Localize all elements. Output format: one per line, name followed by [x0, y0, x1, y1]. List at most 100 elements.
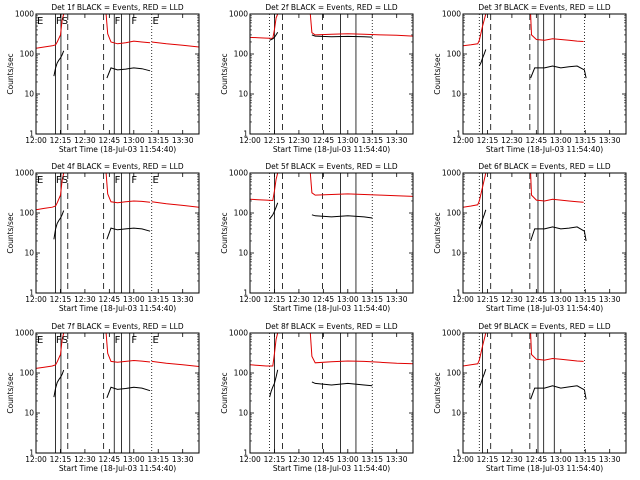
series-line-events	[530, 226, 587, 242]
x-axis-label: Start Time (18-Jul-03 11:54:40)	[273, 464, 390, 473]
x-tick-label: 13:15	[147, 455, 169, 464]
series-line-lld	[463, 333, 487, 367]
y-tick-label: 1	[243, 289, 248, 298]
region-label: S	[62, 16, 68, 27]
y-axis-label: Counts/sec	[433, 212, 442, 253]
series-line-events	[311, 214, 373, 219]
y-tick-label: 100	[447, 50, 462, 59]
x-tick-label: 12:00	[25, 136, 47, 145]
x-tick-label: 13:30	[599, 295, 621, 304]
series-line-lld	[463, 173, 487, 208]
x-tick-label: 13:00	[123, 136, 145, 145]
region-label: F	[56, 175, 62, 186]
y-tick-label: 1000	[442, 169, 461, 178]
series-line-events	[478, 209, 487, 230]
series-line-lld	[530, 333, 584, 362]
plot-frame	[35, 13, 200, 135]
x-tick-label: 13:15	[361, 295, 383, 304]
region-label: F	[115, 16, 121, 27]
y-tick-label: 1000	[442, 329, 461, 338]
region-label: F	[56, 16, 62, 27]
y-tick-label: 10	[238, 409, 248, 418]
x-axis-label: Start Time (18-Jul-03 11:54:40)	[59, 464, 176, 473]
y-tick-label: 10	[451, 90, 461, 99]
x-tick-label: 13:15	[361, 455, 383, 464]
x-tick-label: 13:00	[550, 455, 572, 464]
x-tick-label: 12:30	[501, 295, 523, 304]
y-tick-label: 1	[243, 449, 248, 458]
chart-title: Det 4f BLACK = Events, RED = LLD	[51, 162, 184, 171]
y-tick-label: 1000	[15, 169, 34, 178]
plot-frame	[35, 332, 200, 454]
y-tick-label: 100	[20, 209, 35, 218]
x-tick-label: 13:00	[337, 136, 359, 145]
series-line-events	[269, 202, 279, 220]
x-tick-label: 12:15	[50, 295, 72, 304]
series-line-lld	[105, 14, 151, 45]
y-axis-label: Counts/sec	[433, 372, 442, 413]
series-line-events	[269, 369, 279, 398]
plot-frame	[462, 13, 627, 135]
x-axis-label: Start Time (18-Jul-03 11:54:40)	[486, 304, 603, 313]
plot-frame	[35, 172, 200, 294]
y-axis-label: Counts/sec	[6, 53, 15, 94]
x-tick-label: 12:30	[288, 295, 310, 304]
y-tick-label: 100	[234, 50, 249, 59]
y-tick-label: 1	[243, 130, 248, 139]
y-tick-label: 1000	[15, 10, 34, 19]
region-label: S	[62, 335, 68, 346]
plot-frame	[249, 13, 414, 135]
y-tick-label: 1	[456, 130, 461, 139]
x-tick-label: 12:00	[452, 136, 474, 145]
series-line-events	[53, 369, 65, 398]
y-tick-label: 1000	[229, 329, 248, 338]
series-line-lld	[250, 173, 279, 202]
series-line-lld	[530, 14, 584, 42]
series-line-lld	[309, 14, 413, 37]
x-tick-label: 13:30	[172, 295, 194, 304]
series-line-events	[530, 385, 587, 400]
series-line-lld	[530, 173, 584, 203]
series-line-events	[53, 50, 65, 77]
y-tick-label: 10	[24, 90, 34, 99]
x-tick-label: 12:00	[452, 295, 474, 304]
x-tick-label: 12:00	[239, 136, 261, 145]
y-tick-label: 100	[20, 369, 35, 378]
region-label: E	[37, 175, 43, 186]
x-tick-label: 13:30	[599, 136, 621, 145]
x-axis-label: Start Time (18-Jul-03 11:54:40)	[273, 145, 390, 154]
x-tick-label: 12:15	[477, 136, 499, 145]
x-tick-label: 13:00	[550, 136, 572, 145]
x-tick-label: 13:30	[172, 136, 194, 145]
region-label: F	[131, 16, 137, 27]
y-tick-label: 1	[29, 130, 34, 139]
x-tick-label: 12:45	[313, 295, 335, 304]
x-tick-label: 12:15	[477, 295, 499, 304]
x-tick-label: 12:30	[74, 295, 96, 304]
x-axis-label: Start Time (18-Jul-03 11:54:40)	[59, 145, 176, 154]
y-tick-label: 1000	[442, 10, 461, 19]
x-tick-label: 12:15	[50, 455, 72, 464]
y-tick-label: 1000	[229, 10, 248, 19]
region-label: F	[56, 335, 62, 346]
x-tick-label: 13:00	[550, 295, 572, 304]
x-tick-label: 12:30	[501, 136, 523, 145]
y-tick-label: 100	[447, 369, 462, 378]
series-line-events	[106, 227, 151, 240]
x-tick-label: 13:00	[337, 295, 359, 304]
series-line-events	[106, 386, 151, 398]
plot-frame	[249, 332, 414, 454]
chart-title: Det 8f BLACK = Events, RED = LLD	[265, 322, 398, 331]
series-line-lld	[463, 14, 487, 47]
x-tick-label: 12:30	[74, 136, 96, 145]
x-tick-label: 13:15	[147, 136, 169, 145]
series-line-lld	[250, 333, 279, 367]
